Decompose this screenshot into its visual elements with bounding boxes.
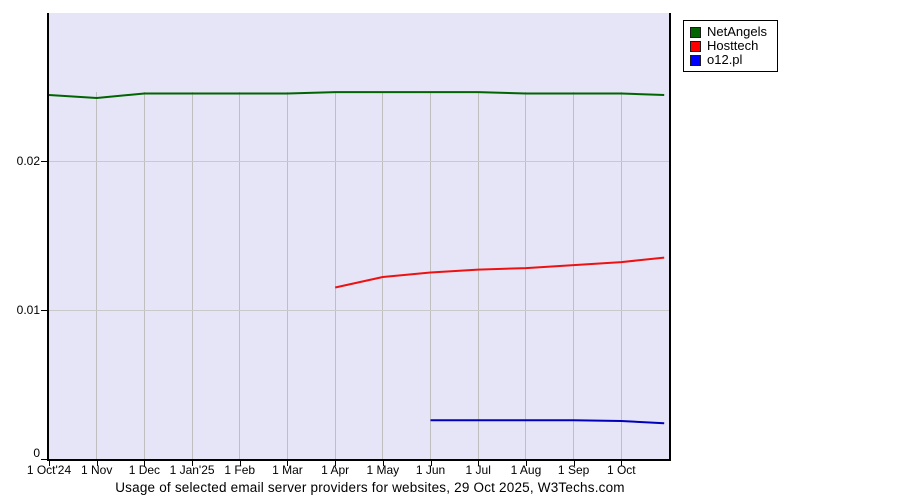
x-tick-label: 1 Jul: [465, 463, 491, 477]
y-tick-label: 0.01: [16, 302, 40, 317]
vertical-gridline: [239, 92, 241, 459]
horizontal-gridline: [49, 160, 669, 162]
legend: NetAngels Hosttech o12.pl: [683, 20, 778, 72]
x-tick-label: 1 Mar: [272, 463, 303, 477]
x-tick-mark: [621, 461, 623, 466]
legend-label-o12pl: o12.pl: [707, 52, 743, 67]
legend-item-netangels: NetAngels: [690, 25, 767, 39]
x-tick-mark: [478, 461, 480, 466]
x-tick-mark: [573, 461, 575, 466]
x-tick-label: 1 Aug: [510, 463, 542, 477]
vertical-gridline: [477, 92, 479, 459]
hosttech-swatch-icon: [690, 40, 701, 52]
x-tick-label: 1 Oct: [606, 463, 636, 477]
x-tick-label: 1 Nov: [81, 463, 113, 477]
y-tick-mark: [41, 459, 48, 460]
o12pl-swatch-icon: [690, 54, 701, 66]
x-tick-mark: [287, 461, 289, 466]
vertical-gridline: [573, 92, 575, 459]
y-tick-mark: [41, 160, 48, 162]
legend-item-o12pl: o12.pl: [690, 53, 767, 67]
y-tick-label: 0: [33, 446, 40, 460]
x-tick-mark: [525, 461, 527, 466]
vertical-gridline: [96, 92, 98, 459]
x-tick-mark: [382, 461, 384, 466]
x-tick-mark: [49, 461, 50, 466]
vertical-gridline: [334, 92, 336, 459]
x-tick-label: 1 May: [366, 463, 400, 477]
chart-title: Usage of selected email server providers…: [115, 480, 625, 495]
y-tick-mark: [41, 309, 48, 311]
x-tick-mark: [430, 461, 432, 466]
plot-right-border: [669, 13, 671, 461]
x-tick-label: 1 Oct'24: [26, 463, 72, 477]
x-tick-mark: [335, 461, 337, 466]
x-tick-mark: [144, 461, 146, 466]
y-axis-line: [47, 13, 49, 461]
x-tick-label: 1 Feb: [224, 463, 256, 477]
plot-area: [49, 13, 669, 459]
legend-label-netangels: NetAngels: [707, 24, 767, 39]
x-axis-line: [47, 459, 671, 461]
vertical-gridline: [525, 92, 527, 459]
x-tick-mark: [239, 461, 241, 466]
x-tick-label: 1 Jan'25: [169, 463, 215, 477]
x-tick-mark: [96, 461, 98, 466]
x-tick-label: 1 Sep: [557, 463, 590, 477]
x-tick-label: 1 Jun: [415, 463, 446, 477]
netangels-swatch-icon: [690, 26, 701, 38]
legend-label-hosttech: Hosttech: [707, 38, 759, 53]
x-tick-mark: [192, 461, 194, 466]
x-tick-label: 1 Apr: [321, 463, 350, 477]
vertical-gridline: [143, 92, 145, 459]
vertical-gridline: [430, 92, 432, 459]
vertical-gridline: [382, 92, 384, 459]
horizontal-gridline: [49, 309, 669, 311]
vertical-gridline: [620, 92, 622, 459]
legend-item-hosttech: Hosttech: [690, 39, 767, 53]
x-tick-label: 1 Dec: [128, 463, 161, 477]
vertical-gridline: [286, 92, 288, 459]
vertical-gridline: [191, 92, 193, 459]
y-tick-label: 0.02: [16, 153, 40, 168]
